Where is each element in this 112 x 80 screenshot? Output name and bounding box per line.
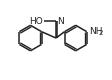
Text: N: N	[57, 17, 64, 26]
Text: HO: HO	[29, 17, 43, 26]
Text: 2: 2	[99, 30, 103, 36]
Text: NH: NH	[89, 27, 102, 36]
